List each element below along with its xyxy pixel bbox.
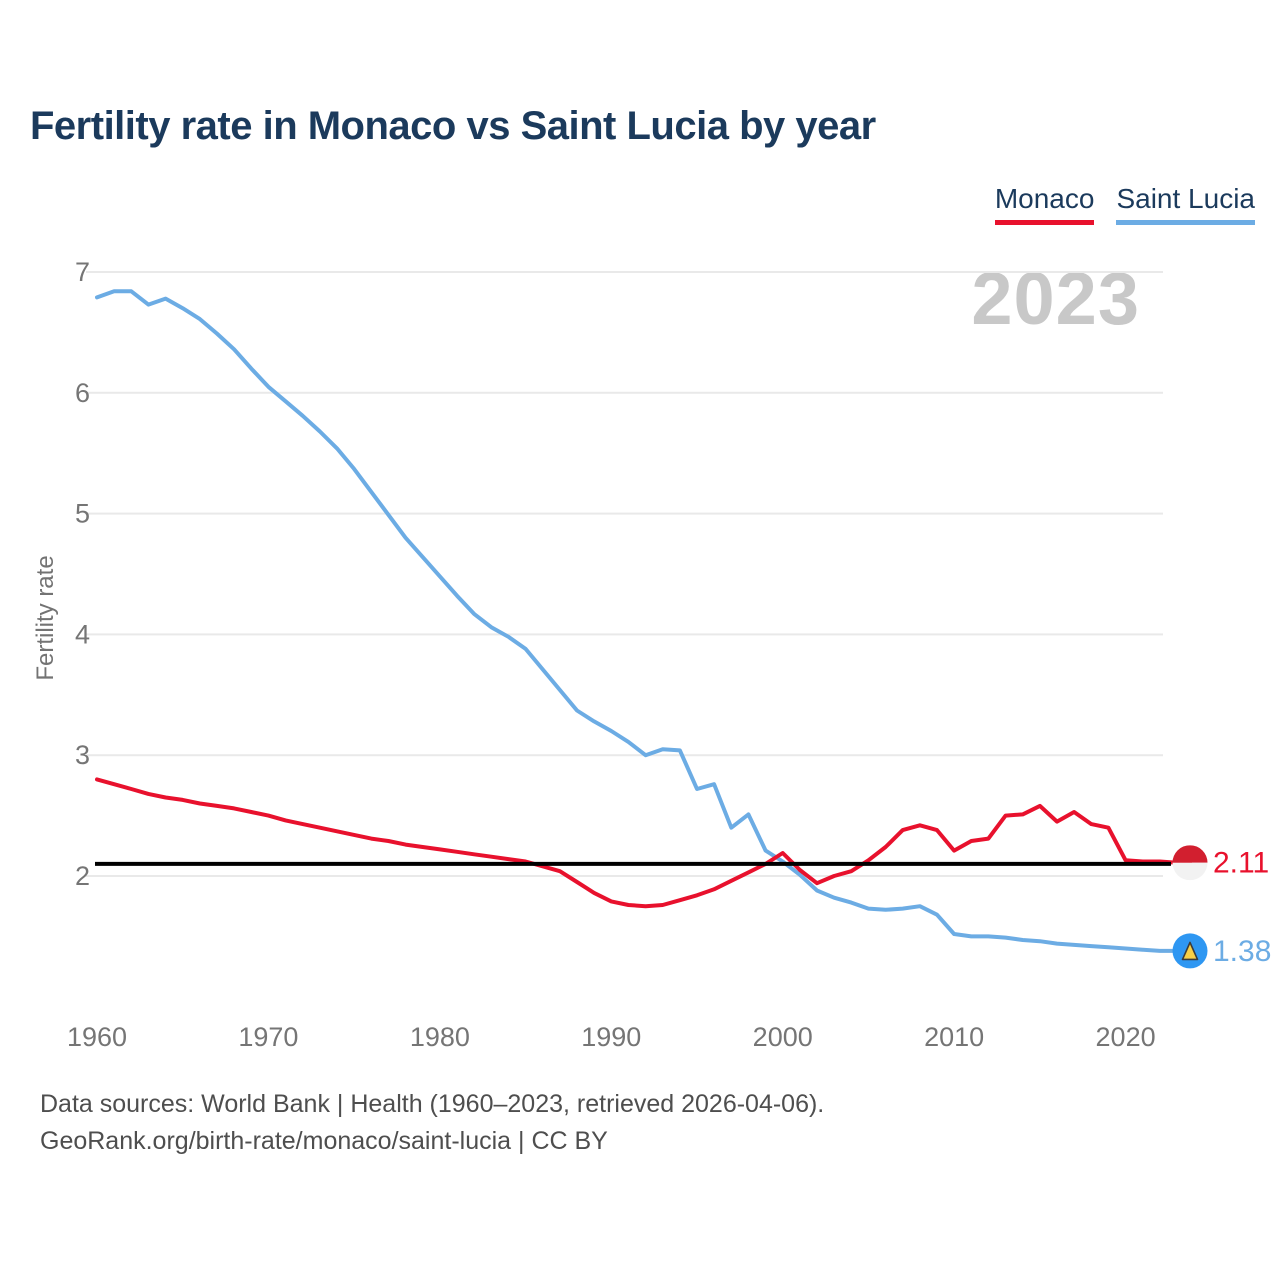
page-title: Fertility rate in Monaco vs Saint Lucia …	[30, 104, 876, 148]
x-tick-1980: 1980	[410, 1022, 470, 1052]
y-tick-6: 6	[75, 378, 90, 408]
x-tick-1960: 1960	[67, 1022, 127, 1052]
year-watermark: 2023	[971, 257, 1140, 340]
y-tick-7: 7	[75, 257, 90, 287]
y-tick-3: 3	[75, 740, 90, 770]
legend-item-saint-lucia[interactable]: Saint Lucia	[1116, 183, 1255, 225]
footer: Data sources: World Bank | Health (1960–…	[40, 1086, 824, 1160]
series-line-saint-lucia	[95, 289, 1192, 953]
end-value-saint-lucia: 1.38	[1213, 935, 1271, 968]
x-tick-1990: 1990	[581, 1022, 641, 1052]
y-tick-5: 5	[75, 499, 90, 529]
legend: Monaco Saint Lucia	[994, 183, 1255, 225]
y-tick-4: 4	[75, 619, 90, 649]
y-tick-2: 2	[75, 861, 90, 891]
x-tick-2010: 2010	[924, 1022, 984, 1052]
saint-lucia-flag-icon	[1172, 933, 1208, 969]
series-line-monaco	[95, 777, 1192, 909]
x-tick-2000: 2000	[753, 1022, 813, 1052]
x-tick-2020: 2020	[1096, 1022, 1156, 1052]
footer-attribution: GeoRank.org/birth-rate/monaco/saint-luci…	[40, 1127, 608, 1155]
footer-data-sources: Data sources: World Bank | Health (1960–…	[40, 1090, 825, 1118]
end-value-monaco: 2.11	[1213, 847, 1269, 880]
monaco-flag-icon	[1172, 845, 1208, 881]
legend-item-monaco[interactable]: Monaco	[994, 183, 1095, 225]
x-tick-1970: 1970	[238, 1022, 298, 1052]
